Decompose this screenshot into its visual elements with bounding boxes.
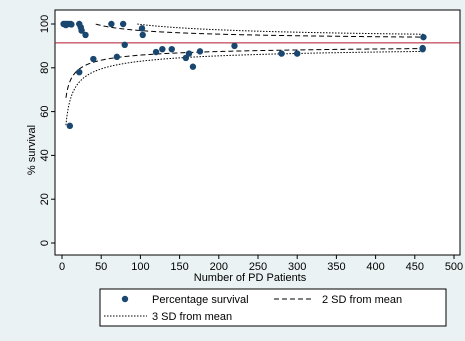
data-point-21 <box>159 45 166 53</box>
legend-box <box>99 288 447 327</box>
data-points <box>60 20 427 130</box>
y-tick-label-0: 0 <box>39 240 51 246</box>
x-axis: 0 50 100 150 200 250 300 350 400 450 500 <box>59 255 463 273</box>
x-tick-label-400: 400 <box>366 261 384 273</box>
x-tick-label-450: 450 <box>406 261 424 273</box>
x-tick-label-0: 0 <box>59 261 65 273</box>
data-point-31 <box>419 45 426 53</box>
x-tick-label-200: 200 <box>210 261 228 273</box>
x-axis-label: Number of PD Patients <box>194 272 307 284</box>
data-point-11 <box>78 27 85 34</box>
data-point-25 <box>189 63 197 70</box>
funnel-3sd-lower <box>65 50 425 126</box>
y-axis: 0 20 40 60 80 100 <box>39 15 55 246</box>
plot-area <box>54 9 461 256</box>
data-point-27 <box>231 42 238 50</box>
data-point-22 <box>168 45 175 53</box>
y-tick-label-40: 40 <box>39 149 51 161</box>
data-point-24 <box>185 50 193 57</box>
funnel-3sd-upper <box>137 23 425 35</box>
data-point-17 <box>121 41 128 49</box>
y-axis-label: % survival <box>26 125 38 175</box>
y-tick-label-60: 60 <box>39 105 51 117</box>
x-tick-label-150: 150 <box>170 261 188 273</box>
data-point-28 <box>278 50 285 57</box>
data-point-9 <box>76 68 83 76</box>
data-point-18 <box>138 25 146 32</box>
data-point-19 <box>139 31 146 39</box>
y-tick-label-20: 20 <box>39 193 51 205</box>
legend-item-2sd: 2 SD from mean <box>322 294 402 306</box>
x-tick-label-500: 500 <box>445 261 463 273</box>
funnel-2sd-upper <box>95 23 425 38</box>
funnel-limits <box>65 23 425 126</box>
x-tick-label-50: 50 <box>95 261 107 273</box>
data-point-29 <box>294 50 301 57</box>
y-tick-label-80: 80 <box>39 62 51 74</box>
data-point-12 <box>82 31 89 39</box>
data-point-5 <box>66 122 74 130</box>
x-tick-label-100: 100 <box>131 261 149 273</box>
data-point-26 <box>196 48 204 55</box>
data-point-32 <box>420 33 427 41</box>
funnel-2sd-lower <box>65 48 425 98</box>
x-tick-label-250: 250 <box>249 261 267 273</box>
x-tick-label-350: 350 <box>327 261 345 273</box>
x-tick-label-300: 300 <box>288 261 306 273</box>
data-point-7 <box>68 21 75 28</box>
data-point-14 <box>108 20 115 28</box>
data-point-20 <box>152 48 160 56</box>
data-point-15 <box>113 53 121 61</box>
legend-item-3sd: 3 SD from mean <box>152 311 232 323</box>
legend: Percentage survival 2 SD from mean 3 SD … <box>99 288 447 327</box>
data-point-13 <box>90 55 97 63</box>
legend-item-percentage-survival: Percentage survival <box>152 294 249 306</box>
legend-marker-points <box>121 295 129 303</box>
y-tick-label-100: 100 <box>39 15 51 33</box>
data-point-16 <box>119 20 127 28</box>
